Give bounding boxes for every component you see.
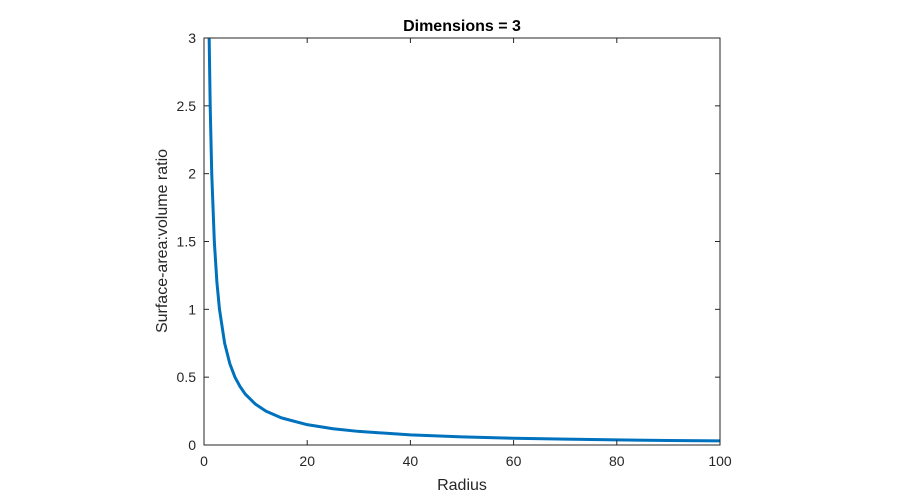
x-tick-label: 40 xyxy=(403,453,419,469)
y-tick-label: 2 xyxy=(188,166,196,182)
x-tick-label: 60 xyxy=(506,453,522,469)
data-layer xyxy=(207,38,720,443)
y-tick-label: 1 xyxy=(188,301,196,317)
x-tick-label: 0 xyxy=(200,453,208,469)
axes-layer: 0 20 40 60 80 100 0 0.5 1 1.5 2 2.5 3 xyxy=(177,30,732,469)
y-tick-label: 0.5 xyxy=(177,369,197,385)
x-tick-label: 100 xyxy=(708,453,732,469)
y-tick-label: 1.5 xyxy=(177,234,197,250)
x-tick-label: 20 xyxy=(299,453,315,469)
plot-area xyxy=(204,38,720,445)
series-line-0 xyxy=(207,38,720,443)
y-tick-label: 3 xyxy=(188,30,196,46)
y-axis-label: Surface-area:volume ratio xyxy=(154,149,171,333)
y-tick-label: 0 xyxy=(188,437,196,453)
chart-title: Dimensions = 3 xyxy=(403,18,521,35)
x-tick-label: 80 xyxy=(609,453,625,469)
x-axis-label: Radius xyxy=(437,477,487,494)
y-tick-label: 2.5 xyxy=(177,98,197,114)
